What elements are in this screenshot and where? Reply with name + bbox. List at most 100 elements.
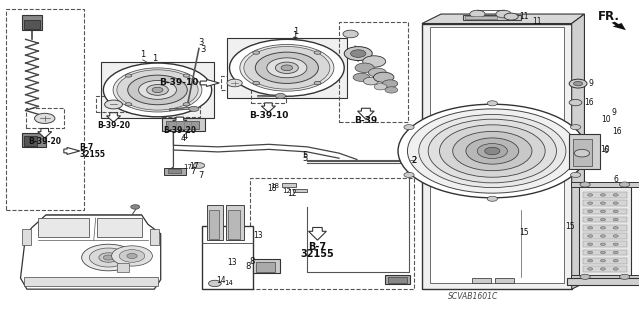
Circle shape (588, 202, 593, 204)
Circle shape (487, 196, 497, 201)
Bar (429, 27, 564, 283)
Circle shape (620, 274, 630, 279)
Circle shape (484, 147, 500, 155)
Bar (571, 275, 639, 279)
Bar (582, 250, 627, 255)
Bar (38, 218, 90, 237)
Circle shape (613, 251, 618, 254)
Bar (582, 266, 627, 272)
Circle shape (90, 248, 127, 267)
Circle shape (580, 274, 590, 279)
Bar (24, 277, 157, 286)
Circle shape (600, 251, 605, 254)
Circle shape (111, 246, 152, 266)
Bar (162, 100, 200, 117)
Bar (22, 229, 31, 245)
Text: 7: 7 (198, 171, 204, 181)
Bar (582, 209, 627, 214)
Bar (96, 96, 131, 112)
Bar (226, 205, 244, 240)
Circle shape (128, 75, 188, 105)
Circle shape (600, 202, 605, 204)
Bar (571, 182, 639, 187)
Circle shape (374, 84, 387, 90)
Text: 1: 1 (292, 31, 297, 40)
Circle shape (103, 63, 212, 117)
Circle shape (428, 119, 556, 183)
Text: B-7: B-7 (308, 242, 326, 252)
Bar (202, 226, 253, 289)
Polygon shape (358, 108, 374, 119)
Bar (463, 15, 521, 20)
Text: 8: 8 (249, 257, 254, 266)
Bar (582, 217, 627, 222)
Circle shape (570, 172, 580, 177)
Circle shape (119, 250, 145, 262)
Circle shape (267, 58, 307, 78)
Bar (164, 168, 186, 175)
Text: 1: 1 (140, 50, 145, 59)
Polygon shape (422, 14, 584, 24)
Circle shape (314, 81, 321, 85)
Circle shape (103, 255, 113, 260)
FancyArrow shape (612, 22, 626, 30)
Bar (207, 205, 223, 240)
Circle shape (569, 100, 582, 106)
Circle shape (227, 79, 243, 87)
Polygon shape (200, 79, 220, 86)
Text: 11: 11 (532, 18, 541, 26)
Circle shape (574, 149, 589, 157)
Bar (567, 278, 640, 286)
Text: 13: 13 (228, 258, 237, 267)
Circle shape (588, 268, 593, 270)
Circle shape (253, 81, 260, 85)
Bar (22, 133, 46, 147)
Circle shape (281, 65, 292, 70)
Circle shape (275, 93, 285, 99)
Text: 11: 11 (519, 12, 528, 21)
Text: 5: 5 (302, 154, 307, 163)
Circle shape (613, 268, 618, 270)
Circle shape (351, 50, 366, 57)
Bar (388, 277, 406, 283)
Circle shape (125, 74, 132, 77)
Circle shape (470, 10, 485, 18)
Circle shape (452, 131, 532, 171)
Text: B-39-20: B-39-20 (163, 126, 196, 135)
Circle shape (314, 51, 321, 54)
Circle shape (588, 259, 593, 262)
Circle shape (131, 205, 140, 209)
Text: 1: 1 (293, 26, 298, 35)
Circle shape (588, 218, 593, 221)
Circle shape (408, 109, 577, 193)
Circle shape (404, 172, 414, 177)
Text: 10: 10 (601, 115, 611, 124)
Circle shape (209, 280, 221, 286)
Circle shape (344, 47, 372, 61)
Bar (579, 185, 631, 277)
Polygon shape (572, 14, 584, 289)
Text: 12: 12 (282, 188, 291, 194)
Bar (117, 263, 129, 272)
Circle shape (35, 113, 55, 123)
Circle shape (230, 39, 344, 96)
Text: B-39: B-39 (355, 116, 378, 125)
Text: 15: 15 (565, 222, 575, 231)
Text: 9: 9 (588, 79, 593, 88)
Circle shape (600, 210, 605, 213)
Circle shape (383, 80, 397, 87)
Circle shape (440, 125, 545, 177)
Bar (582, 200, 627, 206)
Circle shape (580, 182, 590, 187)
Circle shape (600, 226, 605, 229)
Circle shape (613, 226, 618, 229)
Circle shape (240, 44, 334, 91)
Circle shape (613, 210, 618, 213)
Bar (582, 241, 627, 247)
Circle shape (189, 106, 199, 111)
Bar (422, 24, 572, 289)
Text: 15: 15 (519, 228, 529, 237)
Text: B-7: B-7 (79, 143, 93, 152)
Bar (26, 108, 64, 128)
Circle shape (477, 144, 508, 159)
